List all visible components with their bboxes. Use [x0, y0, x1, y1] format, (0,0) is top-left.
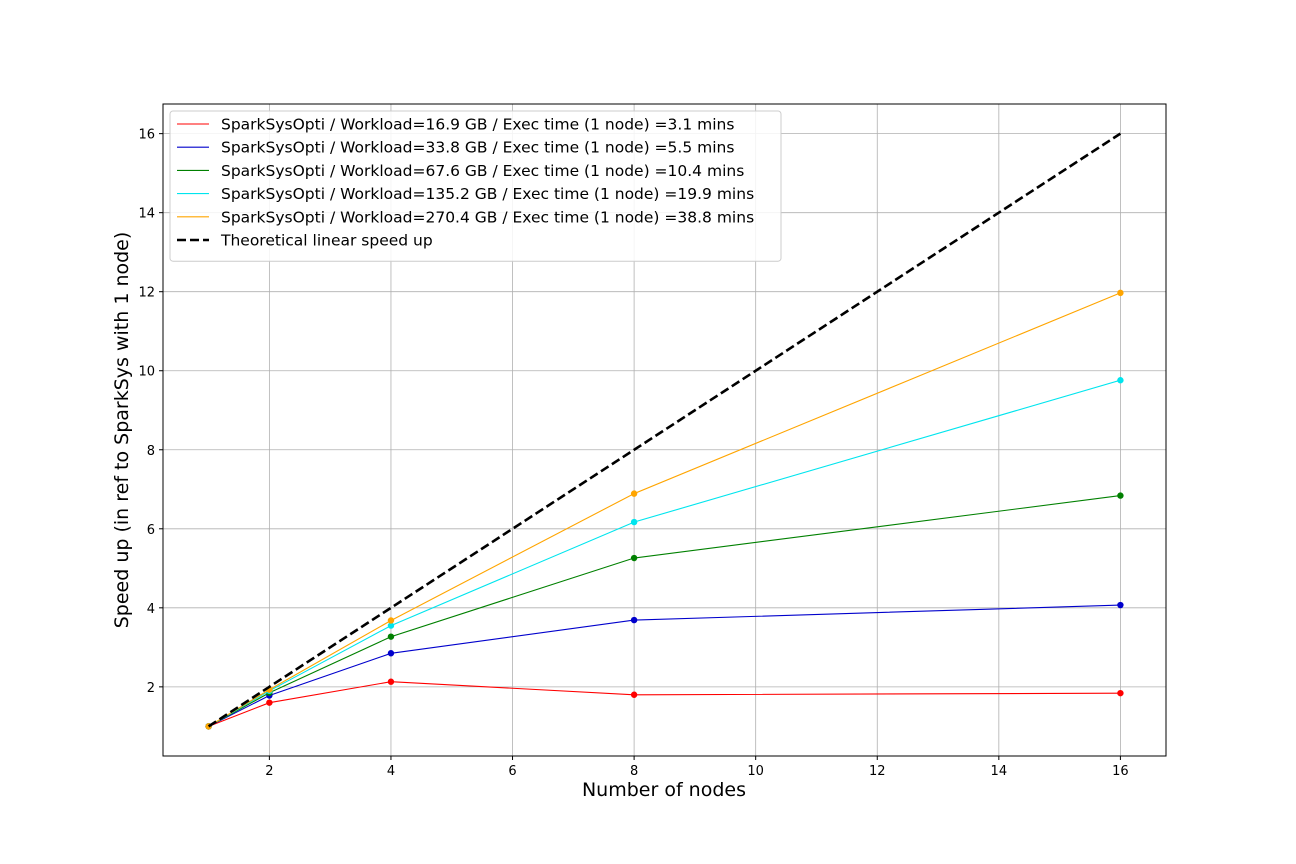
- series-1-point: [630, 616, 638, 624]
- legend-label: Theoretical linear speed up: [220, 232, 433, 250]
- x-tick-label: 8: [630, 764, 638, 779]
- legend-label: SparkSysOpti / Workload=270.4 GB / Exec …: [221, 208, 754, 226]
- series-0-point: [630, 691, 638, 698]
- series-layer: [205, 132, 1124, 730]
- series-2-point: [630, 554, 638, 562]
- x-tick-label: 4: [387, 764, 395, 779]
- series-3-point: [1117, 377, 1124, 384]
- plot-area-frame: [162, 103, 1167, 757]
- x-tick-label: 16: [1112, 764, 1129, 779]
- y-tick-label: 12: [138, 286, 155, 301]
- x-tick-label: 2: [265, 764, 273, 779]
- x-tick-label: 10: [747, 764, 764, 779]
- legend-label: SparkSysOpti / Workload=33.8 GB / Exec t…: [221, 139, 734, 157]
- series-4-point: [1117, 289, 1124, 297]
- y-tick-label: 16: [138, 128, 155, 143]
- legend-label: SparkSysOpti / Workload=16.9 GB / Exec t…: [221, 116, 734, 134]
- y-tick-label: 2: [147, 681, 155, 696]
- series-0-point: [266, 699, 273, 706]
- axis-ticks: 2 4 6 8 10 12 14 16 2 4 6 8 10 12 14 16: [138, 128, 1128, 779]
- series-1-point: [1117, 601, 1124, 609]
- series-0-point: [387, 678, 395, 685]
- legend: SparkSysOpti / Workload=16.9 GB / Exec t…: [169, 110, 782, 262]
- legend-box: [169, 110, 782, 262]
- series-0-point: [1117, 689, 1124, 697]
- x-tick-label: 12: [869, 764, 886, 779]
- series-3-point: [387, 622, 395, 629]
- y-tick-label: 14: [138, 207, 155, 222]
- y-axis-title: Speed up (in ref to SparkSys with 1 node…: [111, 232, 133, 629]
- legend-label: SparkSysOpti / Workload=67.6 GB / Exec t…: [221, 162, 744, 180]
- legend-label: SparkSysOpti / Workload=135.2 GB / Exec …: [221, 185, 754, 203]
- y-tick-label: 8: [147, 444, 155, 459]
- series-4-point: [387, 617, 395, 624]
- x-tick-label: 14: [991, 764, 1008, 779]
- x-tick-label: 6: [508, 764, 516, 779]
- y-tick-label: 4: [147, 602, 155, 617]
- series-4-point: [630, 490, 638, 497]
- series-2-point: [1117, 492, 1124, 499]
- y-tick-label: 6: [147, 523, 155, 538]
- series-3-point: [630, 518, 638, 526]
- y-tick-label: 10: [138, 365, 155, 380]
- x-axis-title: Number of nodes: [582, 779, 746, 801]
- series-1-point: [387, 650, 395, 657]
- series-2-point: [387, 633, 395, 640]
